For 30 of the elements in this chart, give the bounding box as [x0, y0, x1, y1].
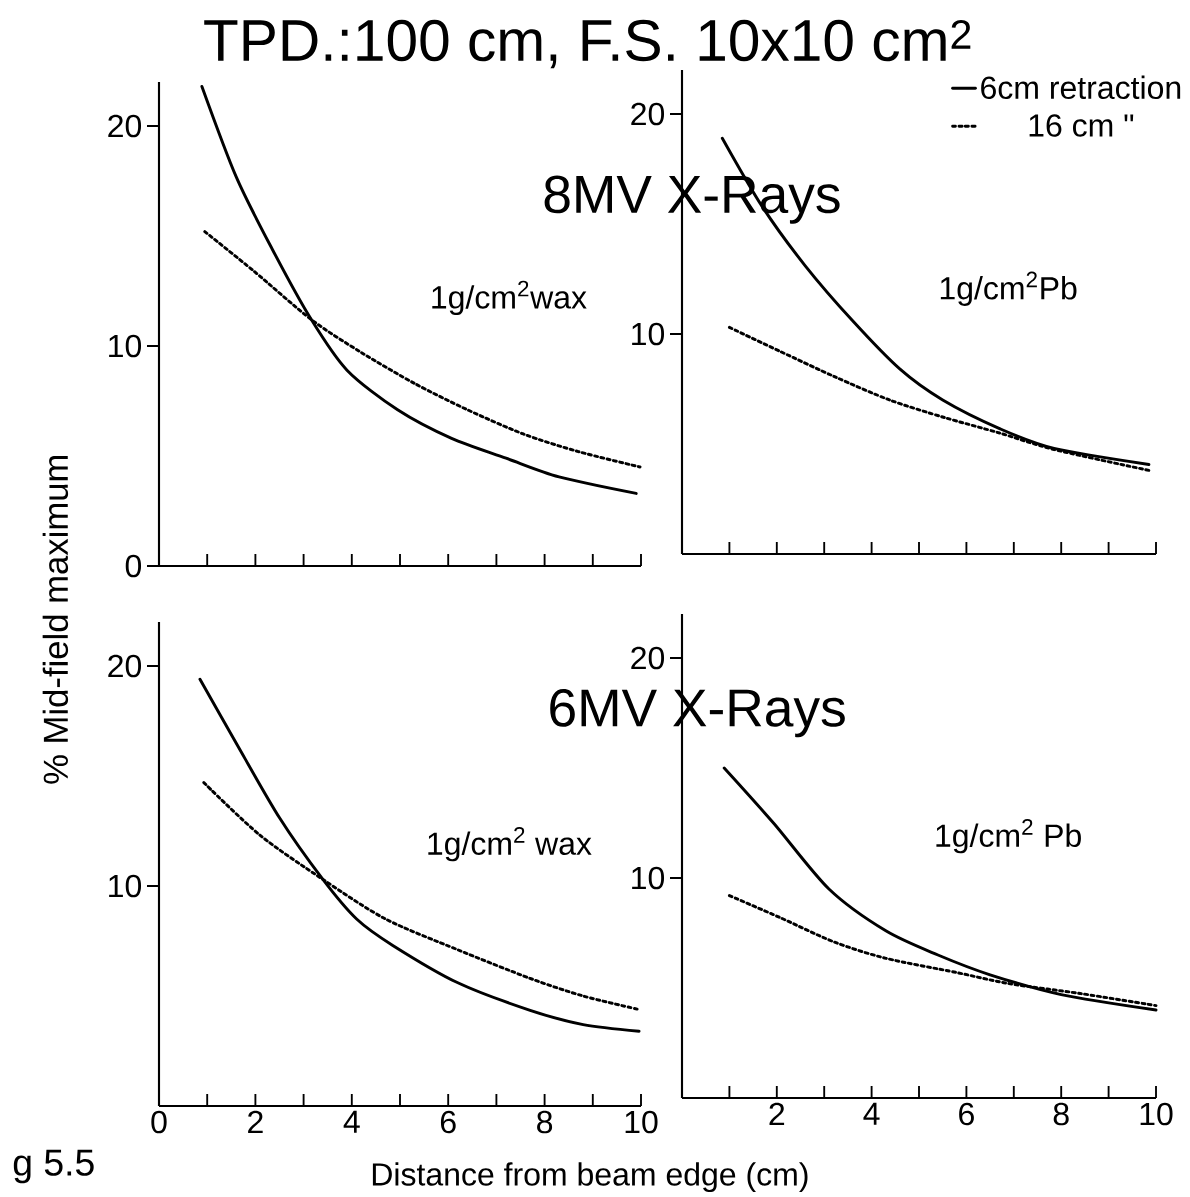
y-tick-label: 20 [108, 114, 142, 138]
y-tick-label: 10 [109, 334, 142, 358]
annotation: 1g/cm$^{2}$Pb [940, 271, 1077, 306]
x-tick-label: 10 [1140, 1102, 1173, 1126]
x-tick-label: 0 [151, 1110, 167, 1134]
y-tick-label: 20 [631, 102, 665, 126]
x-tick-label: 6 [959, 1102, 974, 1126]
y-axis-title: % Mid-field maximum [42, 455, 69, 784]
x-tick-label: 4 [863, 1102, 880, 1125]
text: g 5.5 [13, 1149, 94, 1184]
y-tick-label: 10 [632, 866, 665, 890]
x-tick-label: 2 [769, 1102, 785, 1126]
annotation: 1g/cm$^{2}$ Pb [936, 818, 1081, 854]
annotation: 1g/cm$^{2}$wax [432, 280, 587, 316]
chart-title: TPD.:100 cm, F.S. 10x10 cm$^{2}$ [204, 19, 971, 69]
legend-label: 16 cm " [1029, 114, 1134, 137]
x-tick-label: 8 [1053, 1102, 1069, 1126]
y-tick-label: 0 [125, 554, 142, 578]
y-tick-label: 20 [631, 646, 665, 670]
line-series [722, 766, 1158, 1012]
y-tick-label: 10 [632, 322, 665, 346]
x-tick-label: 4 [343, 1110, 360, 1133]
legend-label: 6cm retraction [981, 75, 1181, 100]
x-tick-label: 8 [537, 1110, 553, 1134]
y-tick-label: 10 [109, 874, 142, 898]
annotation: 1g/cm$^{2}$ wax [428, 826, 592, 862]
x-axis-title: Distance from beam edge (cm) [372, 1162, 808, 1193]
y-tick-label: 20 [108, 654, 142, 678]
x-tick-label: 6 [440, 1110, 456, 1134]
x-tick-label: 2 [248, 1110, 263, 1134]
